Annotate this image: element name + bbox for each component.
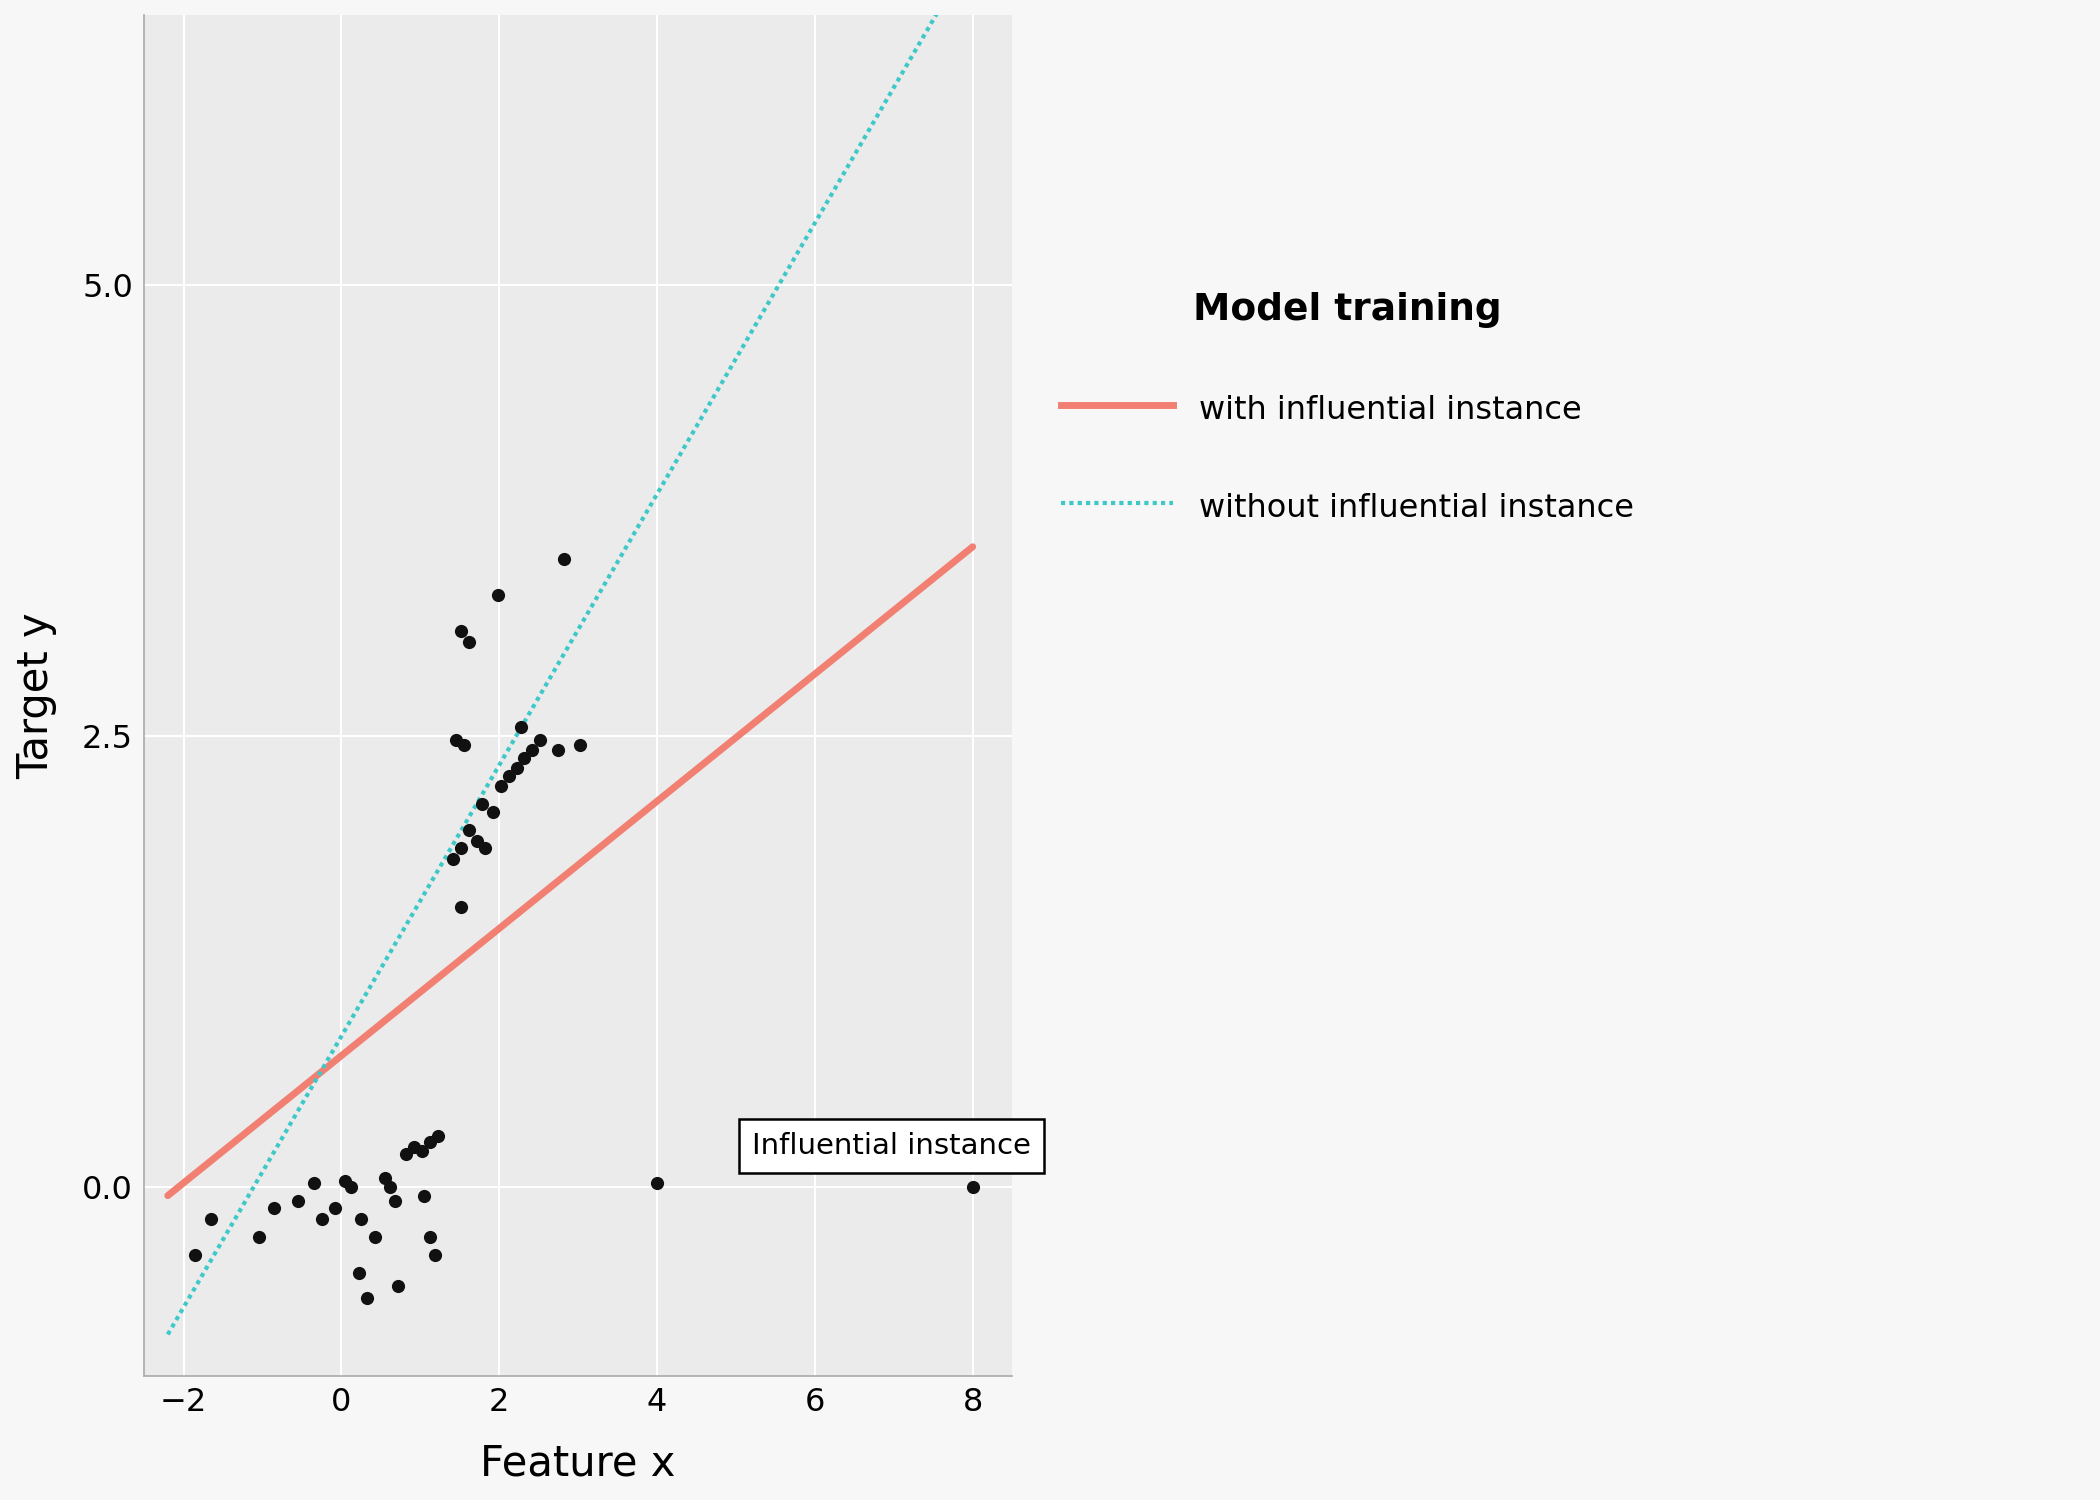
Point <box>195 1208 229 1231</box>
Point <box>517 738 550 762</box>
Point <box>281 1190 315 1214</box>
Point <box>452 630 485 654</box>
Point <box>344 1208 378 1231</box>
Point <box>483 774 517 798</box>
Point <box>500 756 533 780</box>
Point <box>378 1190 412 1214</box>
Point <box>445 620 479 644</box>
Point <box>542 738 575 762</box>
Point <box>468 836 502 860</box>
Point <box>414 1226 447 1250</box>
Point <box>296 1172 330 1196</box>
Point <box>258 1197 292 1221</box>
Point <box>491 764 525 788</box>
X-axis label: Feature x: Feature x <box>481 1443 676 1485</box>
Point <box>508 746 542 770</box>
Point <box>445 896 479 920</box>
Point <box>388 1142 422 1166</box>
Point <box>351 1287 384 1311</box>
Point <box>334 1174 367 1198</box>
Point <box>439 728 472 752</box>
Point <box>304 1208 338 1231</box>
Point <box>445 836 479 860</box>
Point <box>368 1166 401 1190</box>
Point <box>319 1197 353 1221</box>
Legend: with influential instance, without influential instance: with influential instance, without influ… <box>1046 276 1651 540</box>
Point <box>342 1262 376 1286</box>
Point <box>418 1244 452 1268</box>
Point <box>405 1138 439 1162</box>
Point <box>640 1172 674 1196</box>
Point <box>420 1124 454 1148</box>
Point <box>382 1274 416 1298</box>
Point <box>464 792 498 816</box>
Point <box>242 1226 275 1250</box>
Point <box>563 734 596 758</box>
Point <box>956 1174 989 1198</box>
Point <box>178 1244 212 1268</box>
Point <box>452 818 485 842</box>
Point <box>481 584 514 608</box>
Point <box>414 1130 447 1154</box>
Point <box>374 1174 407 1198</box>
Point <box>407 1184 441 1208</box>
Point <box>548 548 582 572</box>
Point <box>357 1226 391 1250</box>
Y-axis label: Target y: Target y <box>15 612 57 778</box>
Point <box>397 1136 430 1160</box>
Point <box>328 1168 361 1192</box>
Point <box>437 846 470 870</box>
Point <box>523 728 556 752</box>
Point <box>460 828 493 852</box>
Point <box>447 734 481 758</box>
Point <box>477 800 510 824</box>
Text: Influential instance: Influential instance <box>752 1132 1031 1160</box>
Point <box>504 716 538 740</box>
